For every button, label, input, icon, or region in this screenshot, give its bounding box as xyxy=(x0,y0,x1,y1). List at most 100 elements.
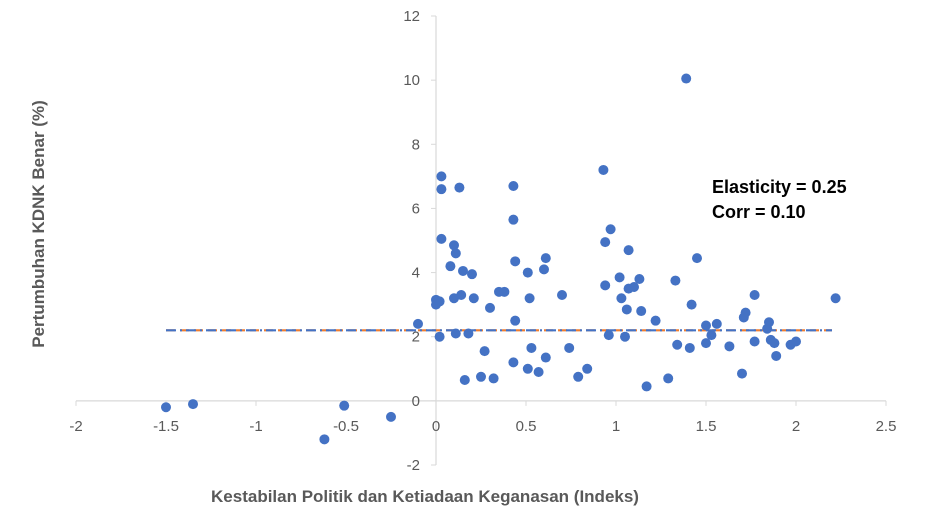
data-point xyxy=(540,253,551,264)
data-point xyxy=(540,352,551,363)
x-tick-label: -1.5 xyxy=(153,418,179,435)
data-point xyxy=(339,400,350,411)
data-point xyxy=(449,240,459,251)
data-point xyxy=(582,363,593,374)
y-tick-label: 2 xyxy=(412,329,420,346)
data-point xyxy=(434,331,445,342)
data-point xyxy=(641,381,652,392)
x-tick-label: -1 xyxy=(249,418,262,435)
data-point xyxy=(724,341,735,352)
data-point xyxy=(436,233,447,244)
data-point xyxy=(791,336,801,347)
data-point xyxy=(459,375,470,386)
correlation-annotation: Corr = 0.10 xyxy=(712,202,806,222)
data-point xyxy=(413,318,423,329)
data-point xyxy=(508,180,519,191)
data-point xyxy=(467,269,477,280)
data-point xyxy=(769,338,780,349)
data-point xyxy=(600,237,611,248)
data-point xyxy=(830,293,841,304)
data-point xyxy=(749,290,760,301)
data-point xyxy=(539,264,549,275)
data-point xyxy=(450,328,461,339)
data-point xyxy=(616,293,627,304)
data-point xyxy=(670,275,681,286)
data-point xyxy=(764,317,774,328)
data-point xyxy=(522,267,533,278)
y-tick-label: 12 xyxy=(403,8,420,25)
data-point xyxy=(436,171,447,182)
data-point xyxy=(663,373,674,384)
data-point xyxy=(598,164,609,175)
data-point xyxy=(508,357,519,368)
x-tick-label: -0.5 xyxy=(333,418,359,435)
data-point xyxy=(621,304,632,315)
x-tick-label: 1 xyxy=(612,418,620,435)
data-point xyxy=(620,331,630,342)
data-point xyxy=(686,299,697,310)
data-point xyxy=(573,371,584,382)
data-point xyxy=(476,371,486,382)
y-axis-title: Pertumbuhan KDNK Benar (%) xyxy=(29,100,48,347)
data-point xyxy=(458,265,468,276)
data-point xyxy=(386,411,396,422)
x-axis-title: Kestabilan Politik dan Ketiadaan Keganas… xyxy=(211,487,639,506)
data-point xyxy=(711,318,722,329)
data-point xyxy=(672,339,683,350)
x-tick-label: 1.5 xyxy=(696,418,717,435)
y-tick-labels: -2 0 2 4 6 8 10 12 xyxy=(403,8,420,474)
data-point xyxy=(510,315,521,326)
data-point xyxy=(463,328,474,339)
data-point xyxy=(508,214,519,225)
data-point xyxy=(737,368,747,379)
y-tick-label: 8 xyxy=(412,136,420,153)
data-point xyxy=(526,342,537,353)
data-point xyxy=(701,338,711,349)
data-point xyxy=(636,306,647,317)
data-point xyxy=(434,296,445,307)
data-point xyxy=(605,224,616,235)
data-point xyxy=(614,272,625,283)
x-tick-labels: -2 -1.5 -1 -0.5 0 0.5 1 1.5 2 2.5 xyxy=(69,418,896,435)
y-tick-label: -2 xyxy=(407,457,420,474)
y-tick-label: 4 xyxy=(412,265,420,282)
data-point xyxy=(623,245,634,256)
data-point xyxy=(454,182,465,193)
data-point xyxy=(634,273,645,284)
data-point xyxy=(603,330,614,341)
x-tick-label: -2 xyxy=(69,418,82,435)
data-point xyxy=(436,184,447,195)
data-point xyxy=(749,336,760,347)
data-point xyxy=(522,363,533,374)
data-point xyxy=(450,248,461,259)
data-point xyxy=(557,290,567,301)
data-point xyxy=(681,73,692,84)
data-point xyxy=(485,302,495,313)
data-point xyxy=(533,366,544,377)
data-point xyxy=(468,293,479,304)
data-point xyxy=(510,256,521,267)
data-point xyxy=(188,399,198,410)
data-point xyxy=(771,350,782,361)
data-point xyxy=(629,282,639,293)
data-point xyxy=(564,342,575,353)
data-point xyxy=(740,307,751,318)
data-point xyxy=(650,315,661,326)
data-point xyxy=(684,342,695,353)
data-point xyxy=(456,290,467,301)
data-point xyxy=(445,261,456,272)
y-tick-label: 6 xyxy=(412,200,420,217)
data-point xyxy=(499,286,510,297)
data-points xyxy=(161,73,841,445)
data-point xyxy=(479,346,490,357)
data-point xyxy=(319,434,330,445)
data-point xyxy=(524,293,535,304)
x-tick-label: 0.5 xyxy=(516,418,537,435)
data-point xyxy=(600,280,611,291)
x-tick-label: 2 xyxy=(792,418,800,435)
data-point xyxy=(706,330,717,341)
elasticity-annotation: Elasticity = 0.25 xyxy=(712,177,847,197)
x-tick-label: 0 xyxy=(432,418,440,435)
data-point xyxy=(701,320,711,331)
